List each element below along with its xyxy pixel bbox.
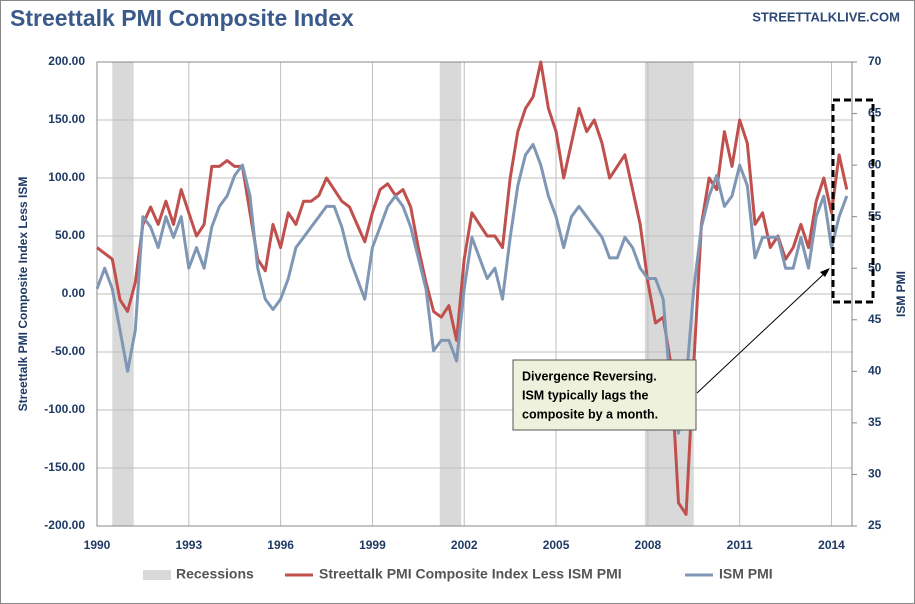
y-axis-label: Streettalk PMI Composite Index Less ISM [16, 177, 30, 412]
arrow [696, 271, 827, 394]
x-tick-label: 1999 [359, 538, 386, 552]
x-tick-label: 2002 [451, 538, 478, 552]
y-tick-label: 100.00 [48, 170, 85, 184]
y2-tick-label: 50 [868, 260, 882, 274]
x-tick-label: 1990 [84, 538, 111, 552]
series-line [95, 143, 849, 435]
x-tick-label: 2011 [727, 538, 753, 552]
y-tick-label: -100.00 [44, 402, 85, 416]
series-line [96, 60, 849, 516]
legend-label: Streettalk PMI Composite Index Less ISM … [319, 566, 622, 582]
y2-axis-label: ISM PMI [894, 271, 908, 317]
x-tick-label: 2014 [818, 538, 845, 552]
legend-label: ISM PMI [719, 566, 773, 582]
y-tick-label: 200.00 [48, 54, 85, 68]
y2-tick-label: 40 [868, 364, 882, 378]
y-tick-label: -200.00 [44, 518, 85, 532]
y2-tick-label: 35 [868, 415, 882, 429]
y-tick-label: 50.00 [55, 228, 85, 242]
annotation-box [512, 359, 697, 431]
y2-tick-label: 25 [868, 518, 882, 532]
y-tick-label: -150.00 [44, 460, 85, 474]
x-tick-label: 2008 [635, 538, 662, 552]
y2-tick-label: 45 [868, 312, 882, 326]
x-tick-label: 2005 [543, 538, 570, 552]
y2-tick-label: 65 [868, 106, 882, 120]
y2-tick-label: 30 [868, 467, 882, 481]
y2-tick-label: 60 [868, 157, 882, 171]
annotation-text: composite by a month. [522, 407, 658, 421]
annotation-text: ISM typically lags the [522, 388, 648, 402]
source: STREETTALKLIVE.COM [752, 9, 900, 24]
y-tick-label: -50.00 [51, 344, 85, 358]
arrow-head [820, 268, 830, 277]
legend-swatch [143, 570, 171, 580]
chart-title: Streettalk PMI Composite Index [10, 5, 354, 31]
y-tick-label: 150.00 [48, 112, 85, 126]
annotation-text: Divergence Reversing. [522, 369, 657, 383]
y2-tick-label: 55 [868, 209, 882, 223]
y-tick-label: 0.00 [62, 286, 86, 300]
y2-tick-label: 70 [868, 54, 882, 68]
x-tick-label: 1993 [175, 538, 202, 552]
legend-label: Recessions [176, 566, 254, 582]
x-tick-label: 1996 [267, 538, 294, 552]
plot-border [96, 61, 853, 527]
